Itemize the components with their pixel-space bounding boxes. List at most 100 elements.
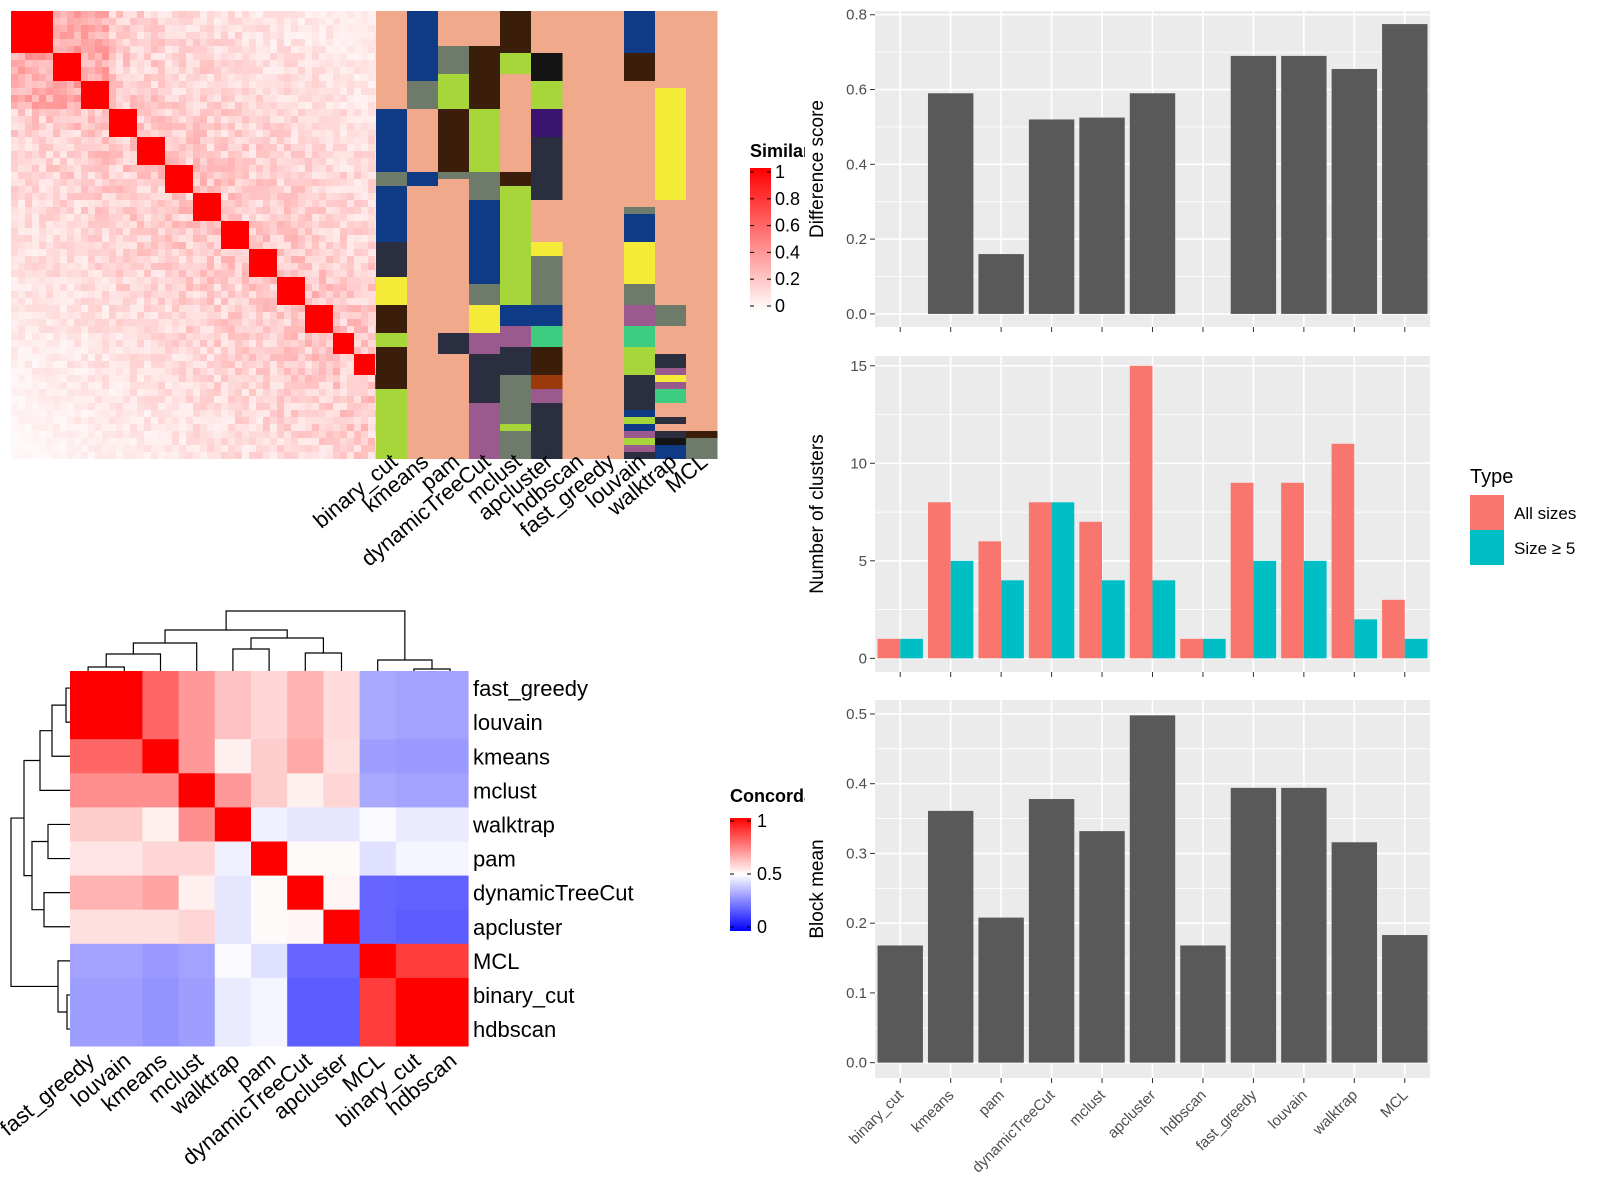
similarity-cell xyxy=(18,242,25,249)
similarity-cell xyxy=(172,144,179,151)
similarity-cell xyxy=(305,46,312,53)
similarity-cell xyxy=(333,242,340,249)
similarity-cell xyxy=(172,263,179,270)
dendrogram-branch xyxy=(105,653,162,671)
similarity-cell xyxy=(249,382,256,389)
similarity-cell xyxy=(67,46,74,53)
similarity-cell xyxy=(333,445,340,452)
similarity-cell xyxy=(25,298,32,305)
similarity-cell xyxy=(270,11,277,18)
similarity-cell xyxy=(228,424,235,431)
similarity-cell xyxy=(263,18,270,25)
cluster-segment xyxy=(500,326,532,347)
similarity-cell xyxy=(74,186,81,193)
similarity-cell xyxy=(326,137,333,144)
cluster-segment xyxy=(500,431,532,459)
similarity-cell xyxy=(277,375,284,382)
similarity-cell xyxy=(165,158,172,165)
similarity-cell xyxy=(333,256,340,263)
similarity-cell xyxy=(235,445,242,452)
similarity-cell xyxy=(165,438,172,445)
cluster-segment xyxy=(407,186,439,459)
similarity-cell xyxy=(263,417,270,424)
similarity-cell xyxy=(298,109,305,116)
cluster-segment xyxy=(531,347,563,375)
similarity-cell xyxy=(270,32,277,39)
similarity-cell xyxy=(228,382,235,389)
similarity-cell xyxy=(242,382,249,389)
similarity-cell xyxy=(25,452,32,459)
similarity-cell xyxy=(95,46,102,53)
similarity-cell xyxy=(200,109,207,116)
similarity-cell xyxy=(74,39,81,46)
similarity-cell xyxy=(25,60,32,67)
similarity-cell xyxy=(18,235,25,242)
similarity-cell xyxy=(368,25,375,32)
similarity-cell xyxy=(102,375,109,382)
similarity-cell xyxy=(347,95,354,102)
similarity-cell xyxy=(130,298,137,305)
similarity-cell xyxy=(242,235,249,242)
similarity-cell xyxy=(144,235,151,242)
similarity-cell xyxy=(193,116,200,123)
concordance-cell xyxy=(142,671,179,706)
similarity-cell xyxy=(193,382,200,389)
similarity-cell xyxy=(88,207,95,214)
similarity-cell xyxy=(368,312,375,319)
similarity-cell xyxy=(291,53,298,60)
concordance-cell xyxy=(323,705,360,740)
similarity-cell xyxy=(319,109,326,116)
similarity-cell xyxy=(235,242,242,249)
similarity-cell xyxy=(347,172,354,179)
concordance-legend-tick-label: 1 xyxy=(757,811,767,831)
similarity-cell xyxy=(74,347,81,354)
similarity-cell xyxy=(151,312,158,319)
similarity-cell xyxy=(18,214,25,221)
similarity-cell xyxy=(354,193,361,200)
similarity-cell xyxy=(46,347,53,354)
similarity-cell xyxy=(46,326,53,333)
similarity-cell xyxy=(32,438,39,445)
similarity-cell xyxy=(284,172,291,179)
similarity-cell xyxy=(46,389,53,396)
similarity-cell xyxy=(242,151,249,158)
similarity-cell xyxy=(340,214,347,221)
similarity-cell xyxy=(284,130,291,137)
similarity-cell xyxy=(116,144,123,151)
similarity-cell xyxy=(74,32,81,39)
similarity-cell xyxy=(18,375,25,382)
similarity-cell xyxy=(242,67,249,74)
similarity-cell xyxy=(249,396,256,403)
similarity-cell xyxy=(354,18,361,25)
similarity-cell xyxy=(179,298,186,305)
similarity-cell xyxy=(109,242,116,249)
similarity-cell xyxy=(298,67,305,74)
similarity-cell xyxy=(333,186,340,193)
similarity-cell xyxy=(235,326,242,333)
similarity-cell xyxy=(361,137,368,144)
similarity-cell xyxy=(95,326,102,333)
similarity-cell xyxy=(165,326,172,333)
similarity-cell xyxy=(214,452,221,459)
similarity-cell xyxy=(347,298,354,305)
similarity-cell xyxy=(361,74,368,81)
similarity-cell xyxy=(179,368,186,375)
similarity-cell xyxy=(11,130,18,137)
similarity-cell xyxy=(263,263,270,270)
similarity-cell xyxy=(32,221,39,228)
concordance-cell xyxy=(142,841,179,876)
similarity-cell xyxy=(228,123,235,130)
similarity-cell xyxy=(319,60,326,67)
concordance-cell xyxy=(432,705,469,740)
similarity-cell xyxy=(347,389,354,396)
similarity-cell xyxy=(102,312,109,319)
similarity-cell xyxy=(32,284,39,291)
cluster-segment xyxy=(531,53,563,81)
similarity-cell xyxy=(151,249,158,256)
similarity-cell xyxy=(130,291,137,298)
similarity-cell xyxy=(319,375,326,382)
similarity-cell xyxy=(109,200,116,207)
similarity-cell xyxy=(340,32,347,39)
similarity-cell xyxy=(361,305,368,312)
similarity-cell xyxy=(18,354,25,361)
